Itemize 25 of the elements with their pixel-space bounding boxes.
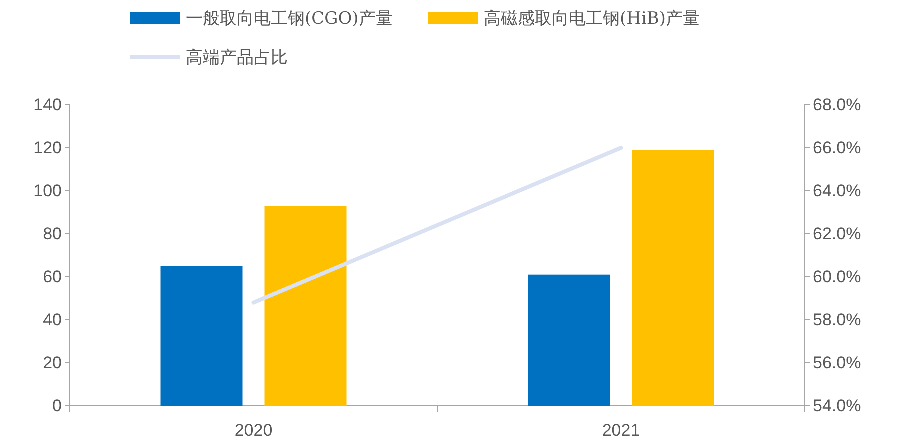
y-tick-label: 140: [34, 95, 62, 114]
y2-tick-label: 62.0%: [813, 224, 862, 244]
y-tick-label: 60: [43, 267, 62, 286]
bar: [264, 206, 347, 406]
legend-label: 高磁感取向电工钢(HiB)产量: [484, 9, 700, 29]
y2-tick-label: 58.0%: [813, 310, 862, 330]
y2-tick-label: 60.0%: [813, 267, 862, 286]
y2-tick-label: 66.0%: [813, 138, 862, 158]
y2-tick-label: 56.0%: [813, 353, 862, 372]
y-tick-label: 120: [34, 138, 62, 158]
bar: [632, 150, 714, 406]
bar: [160, 266, 243, 406]
y-tick-label: 100: [34, 181, 62, 200]
x-tick-label: 2021: [602, 421, 640, 440]
y-tick-label: 0: [52, 396, 62, 416]
bar: [528, 274, 610, 406]
y2-tick-label: 64.0%: [813, 181, 862, 200]
legend-label: 一般取向电工钢(CGO)产量: [186, 9, 393, 29]
y-tick-label: 20: [43, 353, 62, 372]
y-tick-label: 80: [43, 224, 62, 244]
y-tick-label: 40: [43, 310, 62, 330]
legend-label: 高端产品占比: [186, 48, 288, 68]
y2-tick-label: 68.0%: [813, 95, 862, 114]
x-tick-label: 2020: [234, 421, 273, 440]
y2-tick-label: 54.0%: [813, 396, 862, 416]
